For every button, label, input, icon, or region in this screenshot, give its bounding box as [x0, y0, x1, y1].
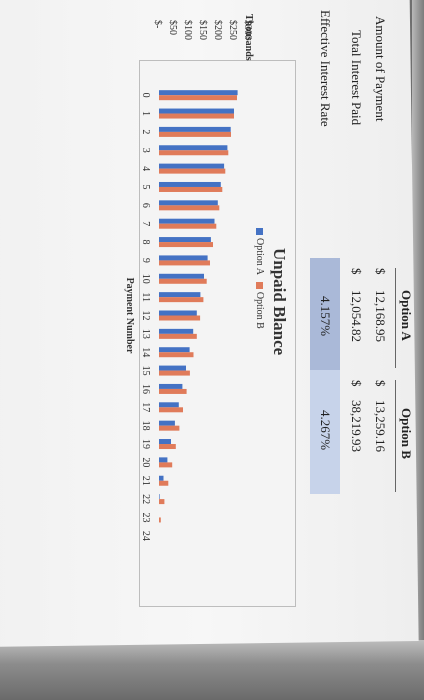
bar-option-b	[159, 205, 220, 211]
x-tick-label: 17	[140, 402, 151, 412]
bar-option-a	[159, 347, 190, 353]
bar-option-b	[158, 462, 173, 468]
x-tick-label: 7	[140, 221, 151, 226]
x-tick-label: 19	[140, 439, 151, 449]
x-tick-label: 6	[140, 203, 151, 208]
y-tick-label: $300	[242, 20, 253, 40]
bar-option-b	[159, 407, 183, 413]
bar-option-a	[158, 457, 168, 463]
bar-option-a	[158, 420, 175, 426]
bar-option-b	[159, 131, 231, 137]
x-tick-label: 13	[140, 329, 151, 339]
bar-option-a	[159, 439, 171, 445]
x-tick-label: 21	[140, 476, 151, 486]
bar-option-a	[159, 273, 204, 279]
bar-option-a	[159, 475, 164, 481]
x-tick-label: 8	[140, 240, 151, 245]
y-tick-label: $150	[197, 20, 208, 40]
y-tick-label: $100	[182, 20, 193, 40]
background-table-surface	[0, 640, 424, 700]
bar-option-b	[158, 297, 204, 303]
bar-option-b	[159, 260, 210, 266]
bar-option-b	[159, 150, 229, 156]
bar-option-a	[159, 181, 221, 187]
bar-option-b	[159, 223, 217, 229]
bar-option-b	[159, 95, 237, 101]
bar-option-b	[158, 499, 165, 505]
x-tick-label: 0	[140, 93, 151, 98]
bar-option-b	[159, 352, 194, 358]
x-tick-label: 12	[140, 311, 151, 321]
bar-option-a	[158, 237, 211, 243]
x-tick-label: 1	[140, 111, 151, 116]
x-tick-label: 3	[140, 148, 151, 153]
bar-option-b	[159, 242, 213, 248]
bar-option-a	[159, 108, 234, 114]
bar-option-b	[159, 315, 201, 321]
x-tick-label: 9	[140, 258, 151, 263]
bar-option-a	[159, 310, 197, 316]
x-tick-label: 15	[140, 366, 151, 376]
y-tick-label: $-	[152, 20, 163, 28]
bar-option-a	[159, 255, 208, 261]
bar-option-a	[158, 328, 194, 334]
bar-option-a	[159, 494, 160, 500]
bar-option-b	[159, 168, 226, 174]
y-unit-label: Thousands	[243, 14, 254, 61]
x-tick-label: 20	[140, 457, 151, 467]
y-tick-label: $50	[167, 20, 178, 35]
bar-option-b	[158, 370, 190, 376]
x-tick-label: 4	[140, 166, 151, 171]
bar-option-b	[158, 425, 180, 431]
bar-option-a	[159, 90, 238, 96]
bar-option-a	[159, 402, 179, 408]
bar-option-a	[158, 145, 228, 151]
bar-option-a	[158, 292, 201, 298]
x-tick-label: 2	[140, 129, 151, 134]
bar-option-a	[159, 200, 218, 206]
bar-option-b	[159, 480, 169, 486]
bar-option-a	[159, 126, 231, 132]
x-tick-label: 16	[140, 384, 151, 394]
bar-option-a	[159, 163, 225, 169]
x-tick-label: 23	[140, 512, 151, 522]
x-tick-label: 5	[140, 184, 151, 189]
x-axis-label: Payment Number	[124, 278, 135, 354]
bar-option-a	[159, 218, 215, 224]
bar-option-b	[158, 278, 207, 284]
x-tick-label: 14	[140, 347, 151, 357]
bar-option-b	[158, 517, 161, 523]
bar-option-b	[159, 113, 234, 119]
x-tick-label: 24	[140, 531, 151, 541]
bar-option-b	[159, 444, 176, 450]
bar-option-b	[159, 388, 187, 394]
bar-option-a	[158, 383, 183, 389]
y-tick-label: $200	[212, 20, 223, 40]
x-tick-label: 11	[140, 292, 151, 302]
bar-option-a	[159, 365, 186, 371]
y-tick-label: $250	[227, 20, 238, 40]
x-tick-label: 18	[140, 421, 151, 431]
bar-option-b	[159, 186, 223, 192]
bar-option-b	[159, 333, 197, 339]
x-tick-label: 10	[140, 274, 151, 284]
x-tick-label: 22	[140, 494, 151, 504]
